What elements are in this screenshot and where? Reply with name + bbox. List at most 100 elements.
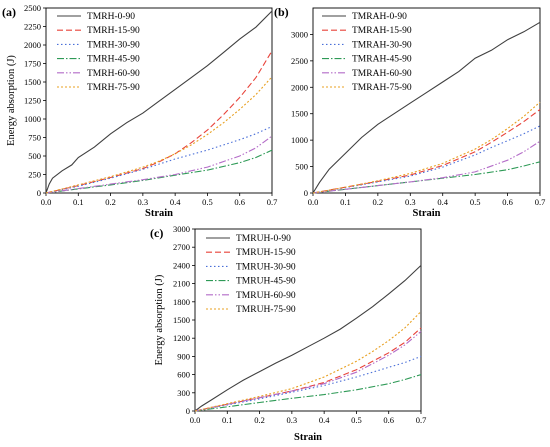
legend-entry: TMRUH-75-90 — [236, 305, 296, 315]
x-tick-label: 0.2 — [105, 197, 116, 207]
legend-entry: TMRH-0-90 — [87, 12, 135, 22]
legend-entry: TMRAH-45-90 — [352, 55, 412, 65]
y-tick-label: 300 — [177, 388, 190, 398]
legend-entry: TMRUH-15-90 — [236, 248, 296, 258]
series-line-2 — [312, 125, 541, 194]
y-tick-label: 2000 — [24, 40, 41, 50]
legend-entry: TMRH-45-90 — [87, 55, 140, 65]
x-tick-label: 0.0 — [190, 415, 201, 425]
x-tick-label: 0.5 — [202, 197, 213, 207]
y-tick-label: 750 — [28, 133, 41, 143]
series-line-1 — [194, 327, 422, 412]
y-tick-label: 0 — [304, 188, 308, 198]
x-tick-label: 0.6 — [502, 197, 513, 207]
y-tick-label: 3000 — [291, 29, 308, 39]
x-tick-label: 0.1 — [222, 415, 233, 425]
x-tick-label: 0.7 — [416, 415, 427, 425]
legend: TMRAH-0-90 TMRAH-15-90 TMRAH-30-90 TMRAH-45… — [322, 12, 412, 93]
legend-entry: TMRUH-60-90 — [236, 291, 296, 301]
panel-label: (a) — [2, 5, 16, 19]
legend-entry: TMRAH-60-90 — [352, 69, 412, 79]
legend-entry: TMRUH-0-90 — [236, 234, 291, 244]
y-tick-label: 900 — [177, 351, 190, 361]
legend-entry: TMRAH-75-90 — [352, 83, 412, 93]
y-tick-label: 600 — [177, 370, 190, 380]
x-tick-label: 0.7 — [267, 197, 278, 207]
series-line-5 — [194, 311, 422, 412]
series-line-2 — [194, 355, 422, 412]
x-tick-label: 0.1 — [340, 197, 351, 207]
x-axis-label: Strain — [145, 208, 173, 219]
legend-entry: TMRH-60-90 — [87, 69, 140, 79]
x-tick-label: 0.0 — [41, 197, 52, 207]
legend-entry: TMRUH-30-90 — [236, 262, 296, 272]
series-line-3 — [45, 149, 273, 194]
y-tick-label: 1000 — [24, 114, 41, 124]
legend-entry: TMRUH-45-90 — [236, 277, 296, 287]
y-tick-label: 2700 — [173, 242, 190, 252]
y-tick-label: 1000 — [291, 135, 308, 145]
x-tick-label: 0.6 — [234, 197, 245, 207]
x-tick-label: 0.7 — [535, 197, 546, 207]
y-tick-label: 0 — [186, 406, 190, 416]
series-line-2 — [45, 125, 273, 194]
legend: TMRH-0-90 TMRH-15-90 TMRH-30-90 TMRH-45-90 T… — [57, 12, 140, 93]
y-tick-label: 500 — [295, 162, 308, 172]
series-line-4 — [312, 140, 541, 194]
series-line-5 — [312, 101, 541, 194]
y-tick-label: 2500 — [291, 56, 308, 66]
y-tick-label: 250 — [28, 170, 41, 180]
x-tick-label: 0.3 — [405, 197, 416, 207]
y-axis-label: Energy absorption (J) — [6, 55, 17, 146]
x-axis-label: Strain — [412, 208, 440, 219]
plot-frame — [312, 7, 541, 194]
y-tick-label: 2500 — [24, 3, 41, 13]
chart-panel-0: 0.0 0.1 0.2 0.3 0.4 0.5 0.6 0.7 0 250 500 750 1000 12… — [2, 3, 277, 219]
y-tick-label: 2400 — [173, 260, 190, 270]
y-tick-label: 1200 — [173, 333, 190, 343]
y-tick-label: 2100 — [173, 279, 190, 289]
legend-entry: TMRAH-0-90 — [352, 12, 407, 22]
y-tick-label: 1250 — [24, 96, 41, 106]
chart-panel-2: 0.0 0.1 0.2 0.3 0.4 0.5 0.6 0.7 0 300 600 900 1200 15… — [150, 224, 426, 443]
series-line-4 — [194, 331, 422, 412]
series-line-5 — [45, 76, 273, 194]
panel-label: (c) — [150, 226, 163, 240]
series-line-0 — [194, 265, 422, 412]
x-tick-label: 0.1 — [73, 197, 84, 207]
y-tick-label: 1500 — [173, 315, 190, 325]
legend-entry: TMRAH-15-90 — [352, 26, 412, 36]
y-tick-label: 1500 — [24, 77, 41, 87]
x-tick-label: 0.6 — [383, 415, 394, 425]
y-tick-label: 2250 — [24, 22, 41, 32]
x-tick-label: 0.2 — [254, 415, 265, 425]
series-line-4 — [45, 135, 273, 194]
y-tick-label: 1800 — [173, 297, 190, 307]
y-tick-label: 1500 — [291, 109, 308, 119]
series-line-3 — [194, 374, 422, 412]
legend-entry: TMRH-30-90 — [87, 40, 140, 50]
x-tick-label: 0.4 — [437, 197, 448, 207]
y-tick-label: 0 — [37, 188, 41, 198]
series-line-3 — [312, 161, 541, 194]
x-tick-label: 0.4 — [170, 197, 181, 207]
legend-entry: TMRH-75-90 — [87, 83, 140, 93]
x-tick-label: 0.0 — [308, 197, 319, 207]
x-tick-label: 0.3 — [138, 197, 149, 207]
x-tick-label: 0.3 — [287, 415, 298, 425]
y-tick-label: 500 — [28, 151, 41, 161]
series-line-1 — [45, 50, 273, 194]
panel-label: (b) — [274, 5, 289, 19]
x-tick-label: 0.5 — [351, 415, 362, 425]
y-axis-label: Energy absorption (J) — [154, 274, 165, 365]
x-tick-label: 0.2 — [373, 197, 384, 207]
x-axis-label: Strain — [294, 432, 322, 443]
chart-panel-1: 0.0 0.1 0.2 0.3 0.4 0.5 0.6 0.7 0 500 1000 1500 2000… — [274, 5, 545, 219]
x-tick-label: 0.4 — [319, 415, 330, 425]
x-tick-label: 0.5 — [470, 197, 481, 207]
y-tick-label: 2000 — [291, 82, 308, 92]
y-tick-label: 3000 — [173, 224, 190, 234]
series-line-0 — [312, 21, 541, 194]
legend-entry: TMRH-15-90 — [87, 26, 140, 36]
legend: TMRUH-0-90 TMRUH-15-90 TMRUH-30-90 TMRUH-45… — [206, 234, 296, 315]
